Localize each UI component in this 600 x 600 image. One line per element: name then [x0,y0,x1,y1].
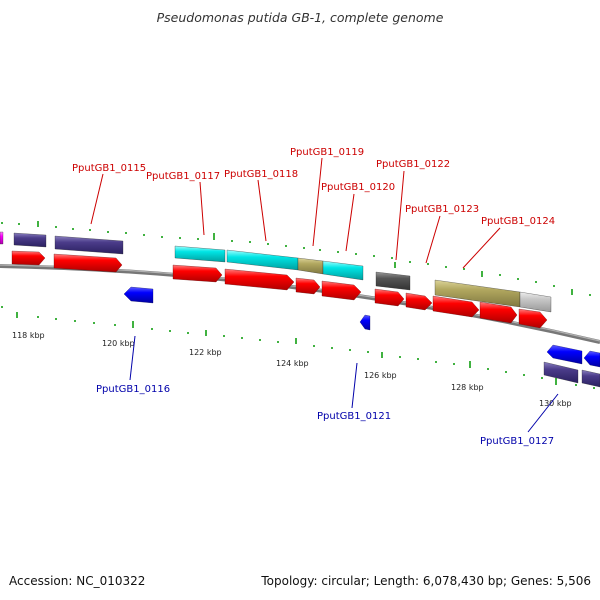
cds-arrow [295,277,321,295]
cds-arrow [432,295,480,318]
tick-label-122: 122 kbp [189,348,222,357]
cog-block [519,291,552,313]
cds-arrow [172,264,223,283]
cds-arrow-reverse [546,344,583,365]
gene-label[interactable]: PputGB1_0122 [376,159,450,170]
cds-arrow-reverse [123,286,154,304]
cog-block [375,271,411,291]
accession-text: Accession: NC_010322 [9,574,145,588]
cog-block [543,361,579,384]
cds-arrow [479,301,518,324]
cds-arrow [518,308,548,329]
reverse-cds-row [123,286,600,368]
map-title: Pseudomonas putida GB-1, complete genome [157,10,444,25]
gene-label[interactable]: PputGB1_0121 [317,411,391,422]
cog-block [226,249,299,271]
cog-block [297,257,324,275]
cog-block [581,369,600,388]
gene-label[interactable]: PputGB1_0117 [146,171,220,182]
gene-label[interactable]: PputGB1_0118 [224,169,298,180]
cds-arrow [405,292,433,311]
gene-label[interactable]: PputGB1_0123 [405,204,479,215]
topology-text: Topology: circular; Length: 6,078,430 bp… [260,574,591,588]
gene-label[interactable]: PputGB1_0120 [321,182,395,193]
gene-label[interactable]: PputGB1_0116 [96,384,170,395]
cds-arrow-reverse [583,350,600,368]
cds-arrow [224,268,295,291]
cds-arrow [53,253,123,273]
tick-label-126: 126 kbp [364,371,397,380]
cds-arrow-reverse [359,314,371,331]
tick-label-128: 128 kbp [451,383,484,392]
reverse-gene-labels: PputGB1_0116 PputGB1_0121 PputGB1_0127 [96,335,559,447]
tick-label-130: 130 kbp [539,399,572,408]
gene-label[interactable]: PputGB1_0124 [481,216,555,227]
gene-label[interactable]: PputGB1_0115 [72,163,146,174]
gene-label[interactable]: PputGB1_0119 [290,147,364,158]
cog-feature-row [0,231,600,388]
tick-label-120: 120 kbp [102,339,135,348]
cog-block [174,245,226,263]
cds-arrow [11,250,46,266]
cog-block [54,235,124,255]
cds-arrow [374,288,405,307]
cog-block [0,231,4,245]
kbp-tick-ring [1,306,595,389]
tick-label-118: 118 kbp [12,331,45,340]
cds-arrow [321,280,362,301]
forward-gene-labels: PputGB1_0115 PputGB1_0117 PputGB1_0118 P… [72,147,555,269]
tick-label-124: 124 kbp [276,359,309,368]
gene-label[interactable]: PputGB1_0127 [480,436,554,447]
outer-tick-ring [1,221,591,296]
cog-block [13,232,47,248]
forward-cds-row [11,250,548,329]
cog-block [322,260,364,281]
